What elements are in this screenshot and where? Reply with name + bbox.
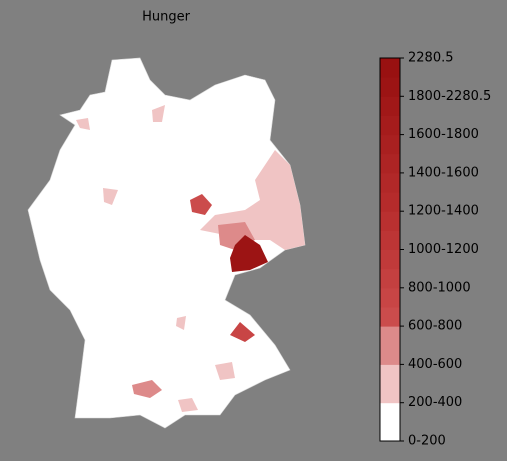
- colorbar-label: 800-1000: [408, 280, 471, 295]
- colorbar-cell: [380, 249, 400, 270]
- colorbar-cell: [380, 268, 400, 289]
- colorbar-cell: [380, 326, 400, 346]
- colorbar-cell: [380, 134, 400, 155]
- colorbar-cell: [380, 383, 400, 404]
- colorbar-cell: [380, 306, 400, 327]
- colorbar: 0-200 200-400 400-600 600-800 800-1000 1000-1…: [379, 51, 491, 449]
- colorbar-cell: [380, 153, 400, 174]
- colorbar-label: 2280.5: [408, 51, 454, 66]
- colorbar-cell: [380, 192, 400, 212]
- colorbar-label: 600-800: [408, 319, 462, 334]
- colorbar-cell: [380, 230, 400, 250]
- colorbar-cell: [380, 115, 400, 136]
- region-light: [76, 118, 90, 130]
- region-light: [152, 105, 165, 122]
- region-light: [176, 316, 186, 330]
- colorbar-label: 1200-1400: [408, 204, 479, 219]
- colorbar-cell: [380, 58, 400, 78]
- colorbar-label: 1000-1200: [408, 242, 479, 257]
- colorbar-label: 200-400: [408, 395, 462, 410]
- region-light: [103, 188, 118, 205]
- colorbar-cell: [380, 364, 400, 385]
- colorbar-label: 1600-1800: [408, 127, 479, 142]
- region-light: [215, 362, 235, 380]
- map: [27, 57, 306, 429]
- colorbar-label: 1800-2280.5: [408, 89, 491, 104]
- colorbar-cell: [380, 77, 400, 97]
- region-mid: [132, 380, 162, 398]
- region-dark: [230, 235, 268, 272]
- region-light: [178, 398, 198, 412]
- colorbar-cell: [380, 345, 400, 365]
- colorbar-label: 400-600: [408, 357, 462, 372]
- colorbar-cell: [380, 287, 400, 308]
- colorbar-label: 0-200: [408, 434, 446, 449]
- map-title: Hunger: [142, 10, 191, 25]
- colorbar-cell: [380, 402, 400, 423]
- region-mid: [190, 194, 212, 215]
- colorbar-cell: [380, 172, 400, 193]
- colorbar-cell: [380, 96, 400, 116]
- region-mid: [230, 322, 255, 342]
- colorbar-cell: [380, 421, 400, 442]
- colorbar-label: 1400-1600: [408, 165, 479, 180]
- colorbar-cell: [380, 211, 400, 231]
